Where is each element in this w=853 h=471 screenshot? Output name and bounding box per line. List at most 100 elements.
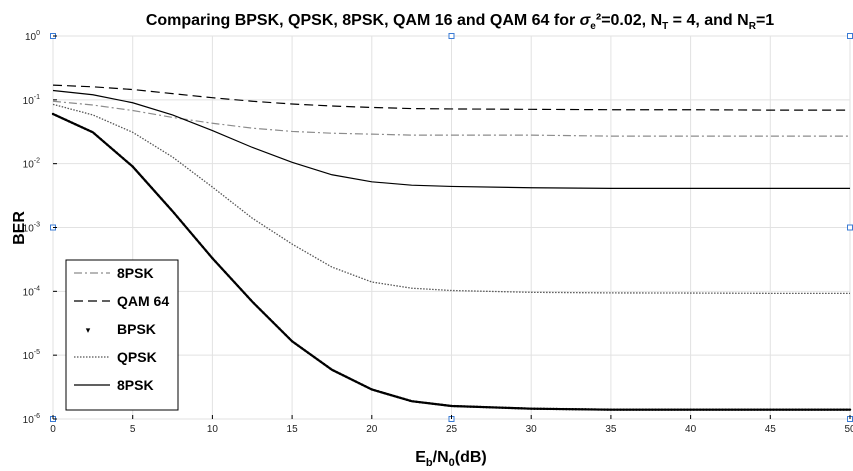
- data-point: [373, 389, 377, 392]
- data-point: [616, 408, 619, 411]
- data-point: [507, 406, 511, 410]
- y-axis-label: BER: [11, 211, 28, 245]
- data-point: [437, 403, 440, 406]
- data-point: [820, 408, 823, 411]
- data-point: [472, 405, 476, 408]
- data-point: [663, 408, 667, 411]
- data-point: [345, 375, 348, 379]
- y-tick-label: 100: [25, 30, 40, 43]
- y-tick-label: 10-1: [23, 94, 40, 107]
- data-point: [603, 408, 606, 411]
- axis-handle-marker: [448, 33, 455, 39]
- series-line-4: [52, 89, 850, 189]
- data-point: [526, 407, 530, 410]
- data-point: [335, 370, 338, 374]
- data-point: [740, 408, 743, 411]
- data-point: [832, 408, 836, 411]
- data-point: [182, 223, 185, 226]
- data-point: [131, 165, 134, 168]
- x-tick-label: 25: [446, 424, 458, 435]
- data-point: [794, 408, 797, 411]
- data-point: [565, 407, 568, 411]
- data-point: [791, 408, 794, 411]
- data-point: [679, 408, 683, 411]
- data-point: [208, 253, 211, 256]
- x-tick-labels: 0 5 10 15 20 25 30 35 40 45 50: [50, 415, 853, 435]
- data-point: [587, 408, 590, 411]
- data-point: [845, 408, 849, 411]
- data-point: [730, 408, 734, 411]
- data-point: [255, 305, 259, 308]
- legend-label: QPSK: [117, 349, 157, 365]
- data-point: [721, 408, 724, 411]
- data-point: [157, 193, 160, 197]
- data-point: [635, 408, 638, 411]
- data-point: [415, 400, 418, 403]
- data-point: [115, 151, 118, 155]
- data-point: [577, 408, 581, 411]
- data-point: [313, 356, 316, 359]
- data-point: [185, 226, 189, 230]
- data-point: [813, 408, 817, 411]
- data-point: [753, 408, 756, 411]
- data-point: [58, 115, 61, 119]
- data-point: [201, 245, 205, 249]
- data-point: [118, 154, 122, 157]
- data-point: [759, 408, 762, 411]
- data-point: [756, 408, 759, 411]
- data-point: [839, 408, 842, 411]
- data-point: [211, 257, 214, 260]
- data-point: [198, 241, 201, 245]
- data-point: [93, 132, 96, 135]
- data-point: [361, 383, 364, 386]
- data-point: [217, 263, 220, 267]
- data-point: [370, 388, 373, 391]
- data-point: [727, 408, 731, 411]
- data-point: [539, 407, 542, 411]
- x-tick-label: 20: [366, 424, 378, 435]
- data-point: [807, 408, 810, 411]
- data-point: [517, 407, 520, 410]
- data-point: [412, 400, 415, 403]
- data-point: [338, 372, 342, 375]
- data-point: [453, 404, 456, 408]
- data-point: [278, 327, 281, 330]
- series-line-3: [52, 103, 850, 295]
- data-point: [788, 408, 791, 411]
- data-point: [683, 408, 686, 411]
- data-point: [749, 408, 753, 411]
- data-point: [463, 405, 466, 408]
- data-point: [647, 408, 651, 411]
- data-point: [829, 408, 833, 411]
- data-point: [271, 321, 275, 324]
- data-point: [606, 408, 609, 411]
- data-point: [530, 407, 533, 410]
- data-point: [619, 408, 622, 411]
- data-point: [427, 402, 431, 405]
- data-point: [769, 408, 772, 411]
- data-point: [227, 274, 230, 277]
- data-point: [150, 186, 154, 190]
- data-point: [584, 408, 587, 411]
- data-point: [287, 336, 291, 340]
- data-point: [698, 408, 702, 411]
- data-point: [443, 404, 447, 407]
- data-point: [274, 324, 278, 327]
- data-point: [654, 408, 657, 411]
- data-point: [169, 208, 173, 211]
- data-point: [775, 408, 778, 411]
- legend-item: QPSK: [74, 349, 157, 365]
- data-point: [702, 408, 705, 411]
- x-tick-label: 45: [765, 424, 777, 435]
- data-point: [74, 123, 77, 126]
- data-point: [440, 403, 444, 407]
- data-point: [714, 408, 718, 411]
- y-tick-label: 10-2: [23, 158, 40, 171]
- data-point: [147, 183, 150, 186]
- data-point: [596, 408, 600, 411]
- data-point: [77, 124, 80, 127]
- x-tick-label: 5: [130, 424, 136, 435]
- data-point: [555, 407, 558, 411]
- x-tick-label: 30: [526, 424, 538, 435]
- data-point: [102, 140, 106, 144]
